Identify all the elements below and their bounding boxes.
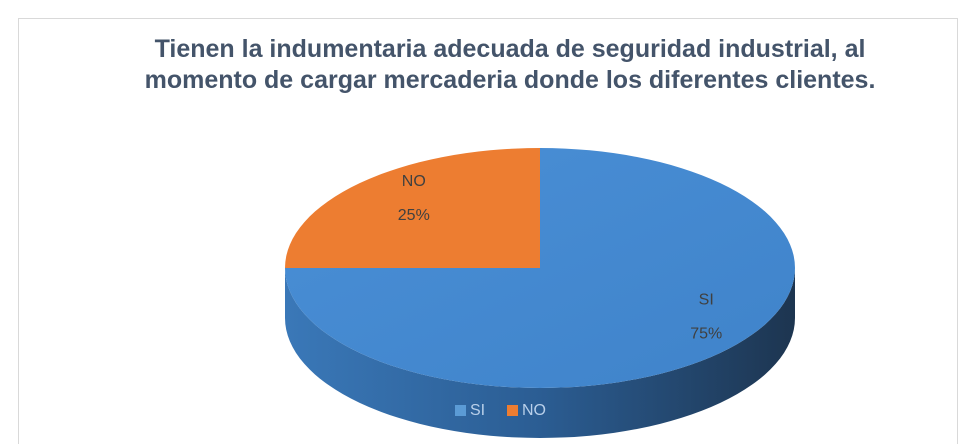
slice bbox=[285, 148, 540, 268]
slice-side bbox=[285, 268, 795, 438]
data-label: 75% bbox=[690, 326, 722, 343]
legend-label: NO bbox=[522, 402, 546, 419]
legend-swatch bbox=[507, 405, 518, 416]
data-label-category: SI bbox=[699, 292, 714, 309]
data-label: 25% bbox=[398, 207, 430, 224]
chart-frame bbox=[18, 18, 958, 444]
legend-swatch bbox=[455, 405, 466, 416]
legend-label: SI bbox=[470, 402, 485, 419]
chart-title: Tienen la indumentaria adecuada de segur… bbox=[144, 35, 876, 94]
data-label-category: NO bbox=[402, 173, 426, 190]
